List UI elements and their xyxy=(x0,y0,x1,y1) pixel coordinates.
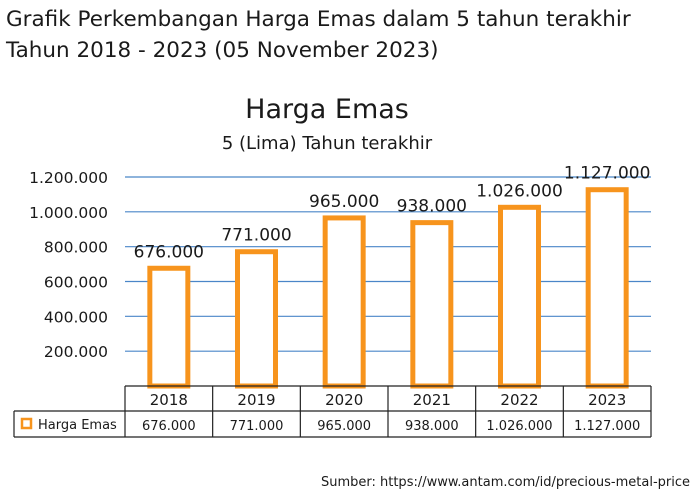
y-tick-label: 800.000 xyxy=(44,239,108,257)
data-label: 965.000 xyxy=(309,192,379,212)
data-label: 1.127.000 xyxy=(564,164,651,184)
x-tick-label: 2018 xyxy=(150,391,188,409)
table-value: 1.026.000 xyxy=(486,419,552,434)
bar xyxy=(147,265,191,389)
bar xyxy=(498,204,541,389)
data-label: 938.000 xyxy=(397,197,467,217)
bar xyxy=(410,220,454,389)
data-label: 771.000 xyxy=(221,226,291,246)
y-tick-label: 600.000 xyxy=(44,274,108,292)
x-tick-label: 2019 xyxy=(237,391,275,409)
table-value: 771.000 xyxy=(230,419,284,434)
data-label: 676.000 xyxy=(134,242,204,262)
x-tick-label: 2022 xyxy=(500,391,538,409)
source-note: Sumber: https://www.antam.com/id/preciou… xyxy=(320,475,690,490)
header-title: Grafik Perkembangan Harga Emas dalam 5 t… xyxy=(6,7,631,32)
y-tick-label: 1.000.000 xyxy=(29,204,108,222)
legend-swatch xyxy=(20,417,33,430)
x-tick-label: 2020 xyxy=(325,391,363,409)
legend-label: Harga Emas xyxy=(38,418,117,433)
y-tick-label: 200.000 xyxy=(44,343,108,361)
table-value: 965.000 xyxy=(317,419,371,434)
chart-subtitle: 5 (Lima) Tahun terakhir xyxy=(222,133,433,154)
y-tick-label: 1.200.000 xyxy=(29,169,108,187)
y-tick-label: 400.000 xyxy=(44,308,108,326)
table-value: 938.000 xyxy=(405,419,459,434)
bar xyxy=(585,187,629,389)
bar xyxy=(322,215,366,389)
header: Grafik Perkembangan Harga Emas dalam 5 t… xyxy=(6,4,694,66)
x-tick-label: 2021 xyxy=(413,391,451,409)
table-value: 676.000 xyxy=(142,419,196,434)
table-value: 1.127.000 xyxy=(574,419,640,434)
bar xyxy=(235,249,278,389)
header-subtitle: Tahun 2018 - 2023 (05 November 2023) xyxy=(6,38,439,63)
x-tick-label: 2023 xyxy=(588,391,626,409)
data-label: 1.026.000 xyxy=(476,181,563,201)
chart-title: Harga Emas xyxy=(245,94,409,125)
